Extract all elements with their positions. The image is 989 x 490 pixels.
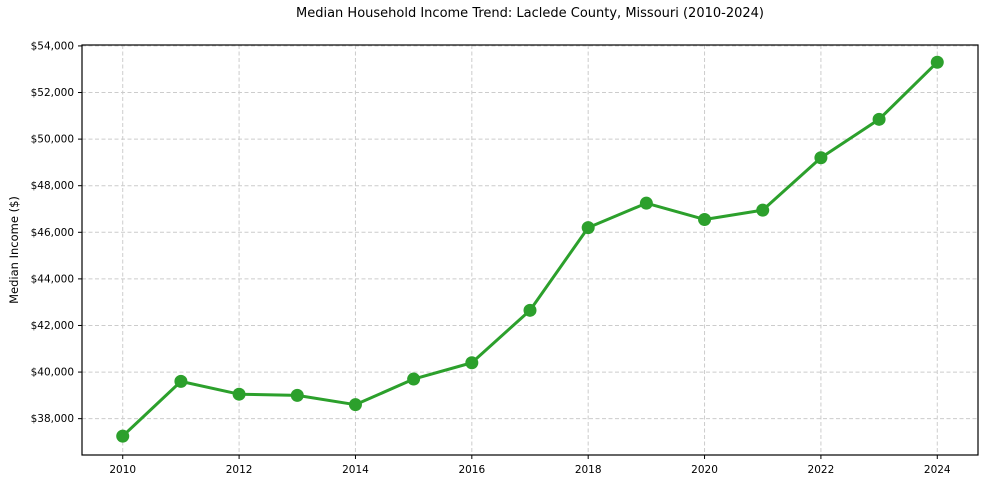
data-point-2017	[523, 303, 537, 317]
data-point-2022	[814, 151, 828, 165]
data-point-2023	[872, 112, 886, 126]
x-tick-label: 2014	[342, 464, 369, 476]
y-tick-label: $54,000	[31, 40, 74, 52]
x-tick-label: 2024	[924, 464, 951, 476]
data-point-2014	[348, 398, 362, 412]
x-tick-label: 2022	[808, 464, 835, 476]
y-tick-label: $52,000	[31, 87, 74, 99]
data-point-2012	[232, 387, 246, 401]
y-tick-label: $42,000	[31, 320, 74, 332]
data-point-2011	[174, 374, 188, 388]
x-tick-label: 2018	[575, 464, 602, 476]
data-point-2015	[407, 372, 421, 386]
y-tick-label: $40,000	[31, 367, 74, 379]
y-axis-label: Median Income ($)	[7, 196, 21, 304]
plot-border	[81, 44, 979, 456]
x-tick-label: 2016	[458, 464, 485, 476]
y-tick-label: $48,000	[31, 180, 74, 192]
data-point-2016	[465, 356, 479, 370]
y-tick-label: $44,000	[31, 273, 74, 285]
y-tick-label: $38,000	[31, 413, 74, 425]
data-point-2019	[639, 196, 653, 210]
x-tick-label: 2012	[226, 464, 253, 476]
data-point-2024	[930, 55, 944, 69]
x-tick-label: 2010	[109, 464, 136, 476]
data-point-2018	[581, 221, 595, 235]
income-trend-line	[121, 60, 939, 438]
data-point-2020	[698, 212, 712, 226]
data-point-2021	[756, 203, 770, 217]
y-tick-label: $46,000	[31, 227, 74, 239]
x-tick-label: 2020	[691, 464, 718, 476]
y-tick-label: $50,000	[31, 134, 74, 146]
data-point-2013	[290, 388, 304, 402]
chart-title: Median Household Income Trend: Laclede C…	[296, 6, 764, 21]
data-point-2010	[116, 429, 130, 443]
